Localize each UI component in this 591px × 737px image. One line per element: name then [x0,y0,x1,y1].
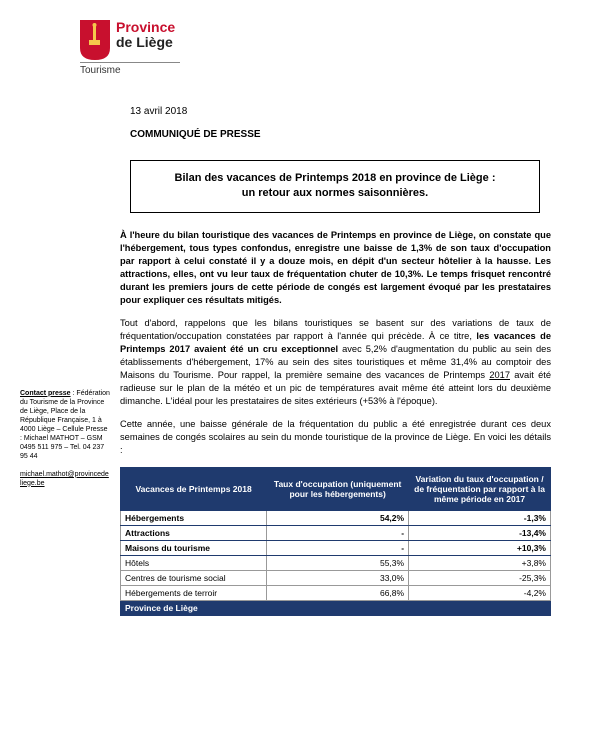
sidebar-contact: Contact presse : Fédération du Tourisme … [20,229,110,616]
logo-subtitle: Tourisme [80,65,551,76]
p2-d: 2017 [489,370,510,380]
title-box: Bilan des vacances de Printemps 2018 en … [130,160,540,213]
col-header-2: Taux d'occupation (uniquement pour les h… [267,468,409,511]
contact-body: : Fédération du Tourisme de la Province … [20,390,110,461]
table-row: Centres de tourisme social33,0%-25,3% [121,571,551,586]
contact-label: Contact presse [20,390,71,397]
paragraph-3: Cette année, une baisse générale de la f… [120,418,551,457]
table-row-province: Province de Liège [121,601,551,616]
logo-divider [80,62,180,63]
lead-paragraph: À l'heure du bilan touristique des vacan… [120,229,551,307]
col-header-3: Variation du taux d'occupation / de fréq… [409,468,551,511]
logo-line1: Province [116,20,175,35]
logo-line2: de Liège [116,35,175,50]
table-row: Hôtels55,3%+3,8% [121,556,551,571]
table-row: Hébergements54,2%-1,3% [121,511,551,526]
col-header-1: Vacances de Printemps 2018 [121,468,267,511]
logo: Province de Liège [80,20,551,60]
paragraph-2: Tout d'abord, rappelons que les bilans t… [120,317,551,408]
table-row: Hébergements de terroir66,8%-4,2% [121,586,551,601]
document-date: 13 avril 2018 [130,106,551,117]
stats-table: Vacances de Printemps 2018 Taux d'occupa… [120,467,551,616]
title-line2: un retour aux normes saisonnières. [242,187,428,199]
shield-icon [80,20,110,60]
table-row: Attractions--13,4% [121,526,551,541]
title-line1: Bilan des vacances de Printemps 2018 en … [175,172,496,184]
main-content: À l'heure du bilan touristique des vacan… [120,229,551,616]
document-type: COMMUNIQUÉ DE PRESSE [130,129,551,140]
contact-email[interactable]: michael.mathot@provincedeliege.be [20,471,109,487]
table-row: Maisons du tourisme-+10,3% [121,541,551,556]
